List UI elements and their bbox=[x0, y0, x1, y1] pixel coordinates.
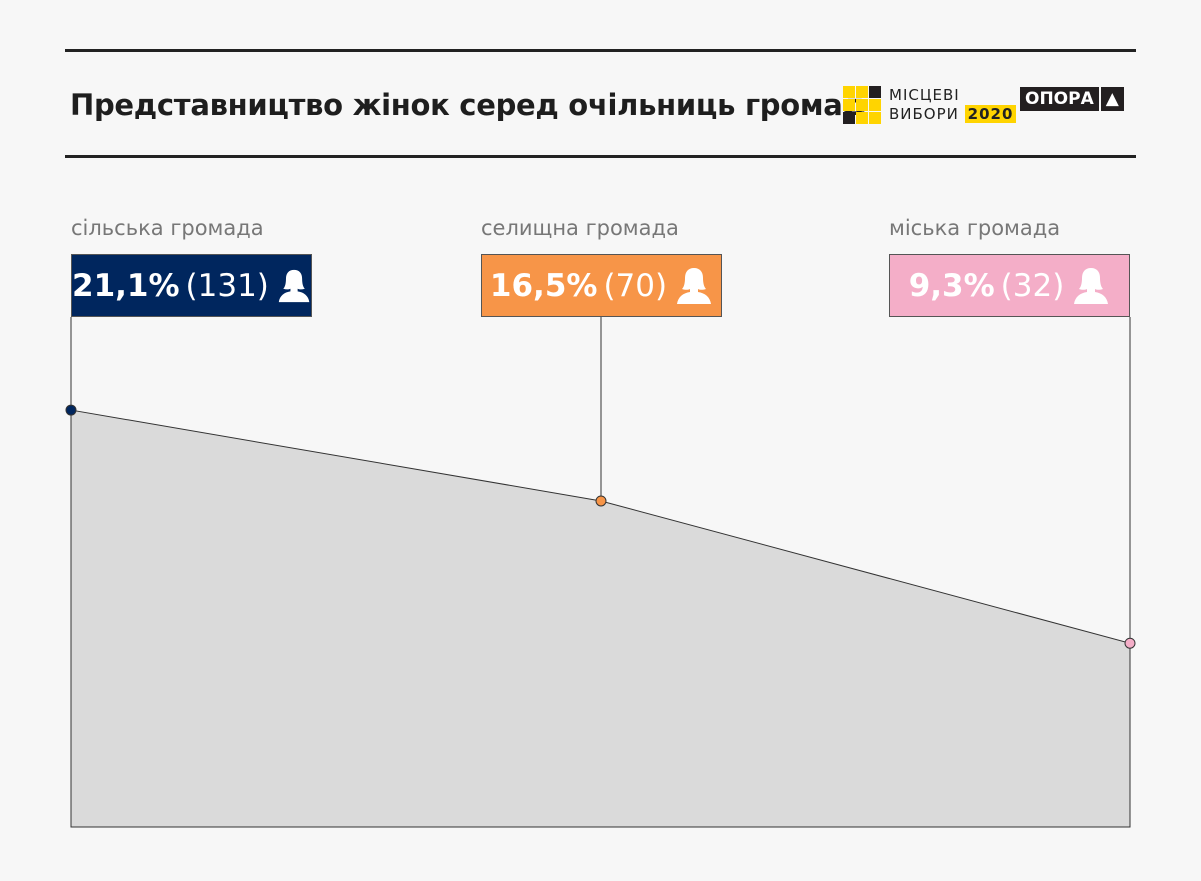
page-title: Представництво жінок серед очільниць гро… bbox=[70, 88, 866, 122]
bottom-rule bbox=[65, 155, 1136, 158]
woman-icon bbox=[1074, 267, 1109, 304]
opora-text: ОПОРА bbox=[1020, 87, 1099, 111]
percent-label: 21,1% bbox=[72, 267, 180, 304]
data-point bbox=[1124, 637, 1136, 649]
logo-year: 2020 bbox=[964, 105, 1017, 123]
category-label: сільська громада bbox=[71, 216, 264, 240]
value-label-box: 21,1% (131) bbox=[71, 254, 312, 317]
logo-line1: МІСЦЕВІ bbox=[889, 86, 960, 104]
count-label: (32) bbox=[1000, 267, 1065, 304]
value-label-box: 9,3% (32) bbox=[889, 254, 1130, 317]
category-label: міська громада bbox=[889, 216, 1061, 240]
value-label-box: 16,5% (70) bbox=[481, 254, 722, 317]
logo-line2: ВИБОРИ bbox=[889, 105, 959, 123]
data-point bbox=[595, 495, 607, 507]
percent-label: 9,3% bbox=[908, 267, 995, 304]
count-label: (131) bbox=[185, 267, 269, 304]
area-fill bbox=[70, 409, 1131, 828]
category-label: селищна громада bbox=[481, 216, 679, 240]
count-label: (70) bbox=[603, 267, 668, 304]
data-point bbox=[65, 404, 77, 416]
opora-logo: ОПОРА ▲ bbox=[1020, 87, 1124, 111]
woman-icon bbox=[677, 267, 712, 304]
elections-logo: МІСЦЕВІ ВИБОРИ 2020 bbox=[843, 86, 1017, 124]
percent-label: 16,5% bbox=[489, 267, 598, 304]
logo-grid-icon bbox=[843, 86, 881, 124]
triangle-icon: ▲ bbox=[1100, 87, 1124, 111]
woman-icon bbox=[278, 269, 310, 302]
top-rule bbox=[65, 49, 1136, 52]
